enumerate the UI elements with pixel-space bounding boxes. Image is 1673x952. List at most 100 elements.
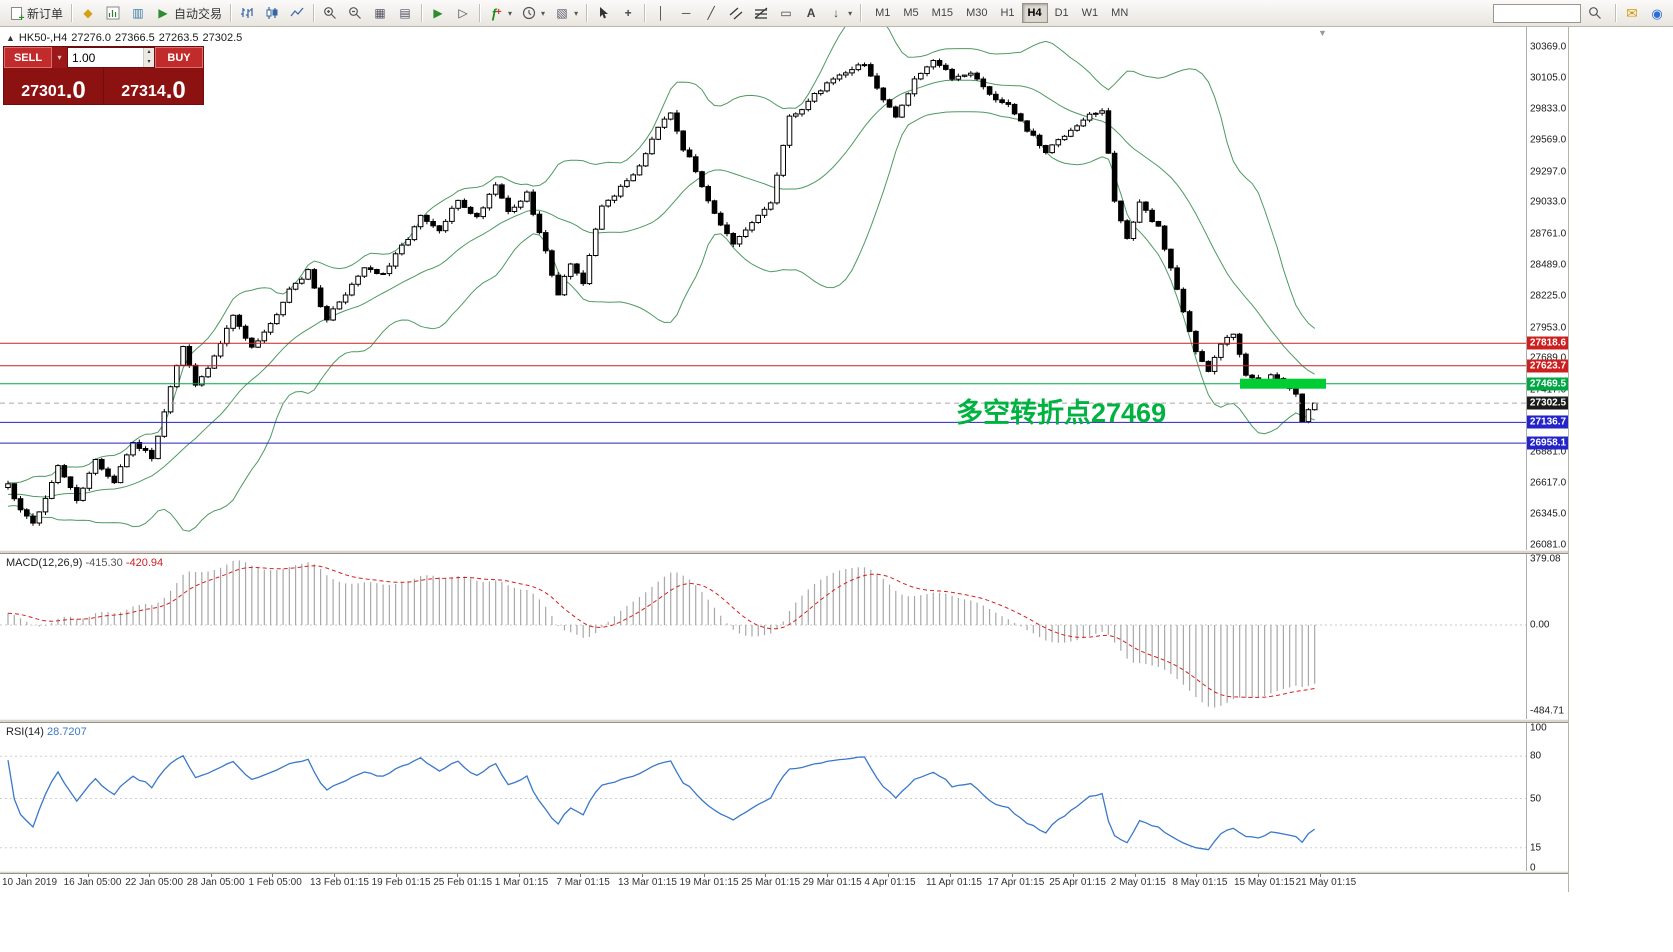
chart-shift-button[interactable]: ▷ <box>451 2 475 24</box>
time-axis-tick <box>1134 874 1136 877</box>
tile-windows-button[interactable]: ▦ <box>368 2 392 24</box>
time-axis-tick <box>1196 874 1198 877</box>
fibonacci-button[interactable] <box>749 2 773 24</box>
pane-splitter[interactable] <box>0 550 1568 554</box>
timeframe-button-h1[interactable]: H1 <box>994 3 1020 23</box>
price-axis-label: 26345.0 <box>1530 508 1567 520</box>
candlestick-chart-button[interactable] <box>260 2 284 24</box>
time-axis-tick <box>518 874 520 877</box>
buy-button[interactable]: BUY <box>155 47 203 68</box>
mail-button[interactable]: ✉ <box>1620 2 1644 24</box>
search-input[interactable] <box>1493 3 1581 23</box>
vline-icon: │ <box>657 6 665 20</box>
price-axis-label: 28761.0 <box>1530 228 1567 240</box>
rsi-axis[interactable]: 100 80 50 15 0 <box>1526 723 1568 871</box>
templates-button[interactable]: ▧ ▾ <box>550 2 582 24</box>
buy-price[interactable]: 27314.0 <box>121 77 186 104</box>
toolbar-separator <box>230 4 232 22</box>
crosshair-button[interactable]: + <box>616 2 640 24</box>
price-axis[interactable]: 30369.0 30105.0 29833.0 29569.0 29297.0 29033… <box>1526 27 1568 550</box>
rsi-canvas[interactable] <box>0 723 1526 871</box>
volume-dropdown-button[interactable]: ▾ <box>52 47 67 68</box>
price-chart-canvas[interactable] <box>0 27 1526 550</box>
data-window-button[interactable]: ▤ <box>393 2 417 24</box>
autotrading-button[interactable]: ▶ 自动交易 <box>151 2 226 24</box>
bar-chart-button[interactable] <box>235 2 259 24</box>
time-axis-label: 22 Jan 05:00 <box>125 877 184 888</box>
timeframe-button-w1[interactable]: W1 <box>1076 3 1105 23</box>
time-axis-tick <box>149 874 151 877</box>
time-axis-tick <box>642 874 643 877</box>
low-value: 27263.5 <box>158 32 199 44</box>
toolbar-separator <box>644 4 646 22</box>
macd-axis[interactable]: 379.08 0.00 -484.71 <box>1526 554 1568 719</box>
volume-decrease-button[interactable]: ▾ <box>144 57 154 67</box>
price-axis-label: 28489.0 <box>1530 259 1567 271</box>
time-axis-tick <box>1319 874 1321 877</box>
line-chart-button[interactable] <box>285 2 309 24</box>
market-watch-button[interactable]: ▥ <box>126 2 150 24</box>
arrows-button[interactable]: ↓ ▾ <box>824 2 856 24</box>
auto-scroll-button[interactable]: ▶ <box>426 2 450 24</box>
time-axis-tick <box>395 874 397 877</box>
pane-splitter[interactable] <box>0 871 1568 874</box>
time-axis-label: 13 Feb 01:15 <box>310 877 369 888</box>
price-axis-label: 29569.0 <box>1530 134 1567 146</box>
volume-increase-button[interactable]: ▴ <box>144 48 154 58</box>
time-axis[interactable]: 10 Jan 2019 16 Jan 05:00 22 Jan 05:00 28 Ja… <box>0 874 1568 892</box>
tile-windows-icon: ▦ <box>374 6 386 20</box>
community-button[interactable]: ◉ <box>1645 2 1669 24</box>
panel-toggle-icon[interactable]: ▲ <box>6 33 15 43</box>
macd-label: MACD(12,26,9) -415.30 -420.94 <box>6 557 164 569</box>
zoom-out-button[interactable] <box>343 2 367 24</box>
volume-input[interactable] <box>68 48 143 67</box>
templates-icon: ▧ <box>556 6 568 20</box>
timeframe-button-mn[interactable]: MN <box>1105 3 1134 23</box>
cursor-button[interactable] <box>591 2 615 24</box>
autotrading-label: 自动交易 <box>174 6 223 21</box>
text-button[interactable]: A <box>799 2 823 24</box>
time-axis-label: 10 Jan 2019 <box>2 877 58 888</box>
timeframe-button-h4[interactable]: H4 <box>1021 3 1048 23</box>
timeframe-button-m1[interactable]: M1 <box>869 3 896 23</box>
timeframe-button-m5[interactable]: M5 <box>897 3 924 23</box>
zoom-out-icon <box>347 5 363 21</box>
channel-button[interactable] <box>724 2 748 24</box>
shapes-button[interactable]: ▭ <box>774 2 798 24</box>
zoom-in-button[interactable] <box>318 2 342 24</box>
sell-button[interactable]: SELL <box>4 47 52 68</box>
pane-splitter[interactable] <box>0 719 1568 723</box>
macd-canvas[interactable] <box>0 554 1526 719</box>
zoom-in-icon <box>322 5 338 21</box>
rsi-axis-label: 100 <box>1530 723 1547 734</box>
timeframe-button-m15[interactable]: M15 <box>926 3 959 23</box>
profiles-button[interactable]: ◆ <box>76 2 100 24</box>
search-icon <box>1587 5 1603 21</box>
timeframe-button-m30[interactable]: M30 <box>960 3 993 23</box>
vertical-line-button[interactable]: │ <box>649 2 673 24</box>
price-axis-label: 30105.0 <box>1530 72 1567 84</box>
main-toolbar: 新订单 ◆ ▥ ▶自动交易 ▦ ▤ ▶ ▷ ƒ+▾ ▾ ▧▾ + │ ─ ╱ ▭… <box>0 0 1673 27</box>
time-axis-label: 25 Mar 01:15 <box>741 877 801 888</box>
search-button[interactable] <box>1583 2 1607 24</box>
chart-annotation: 多空转折点27469 <box>956 398 1167 428</box>
periods-button[interactable]: ▾ <box>517 2 549 24</box>
indicators-button[interactable]: ƒ + ▾ <box>484 2 516 24</box>
shapes-icon: ▭ <box>780 6 792 20</box>
new-order-button[interactable]: 新订单 <box>4 2 67 24</box>
time-axis-label: 7 Mar 01:15 <box>556 877 610 888</box>
pivot-highlight <box>1240 378 1326 389</box>
trendline-button[interactable]: ╱ <box>699 2 723 24</box>
chevron-down-icon: ▾ <box>574 8 579 18</box>
rsi-value: 28.7207 <box>46 726 87 738</box>
sell-price[interactable]: 27301.0 <box>21 77 86 104</box>
rsi-pane: RSI(14) 28.7207 100 80 50 15 0 <box>0 723 1568 871</box>
time-axis-label: 16 Jan 05:00 <box>63 877 122 888</box>
price-axis-label: 30369.0 <box>1530 41 1567 53</box>
timeframe-button-d1[interactable]: D1 <box>1049 3 1075 23</box>
price-axis-label: 29833.0 <box>1530 103 1567 115</box>
time-axis-label: 17 Apr 01:15 <box>987 877 1045 888</box>
horizontal-line-button[interactable]: ─ <box>674 2 698 24</box>
new-chart-button[interactable] <box>101 2 125 24</box>
rsi-line <box>7 754 1316 851</box>
